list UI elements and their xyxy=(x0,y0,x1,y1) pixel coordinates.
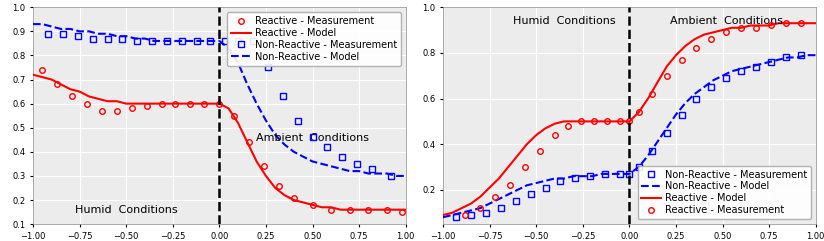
Legend: Reactive - Measurement, Reactive - Model, Non-Reactive - Measurement, Non-Reacti: Reactive - Measurement, Reactive - Model… xyxy=(227,12,400,66)
Text: Humid  Conditions: Humid Conditions xyxy=(513,16,616,26)
Text: Ambient  Conditions: Ambient Conditions xyxy=(256,133,369,142)
Text: Ambient  Conditions: Ambient Conditions xyxy=(670,16,783,26)
Text: Humid  Conditions: Humid Conditions xyxy=(75,205,177,215)
Legend: Non-Reactive - Measurement, Non-Reactive - Model, Reactive - Model, Reactive - M: Non-Reactive - Measurement, Non-Reactive… xyxy=(638,166,811,219)
